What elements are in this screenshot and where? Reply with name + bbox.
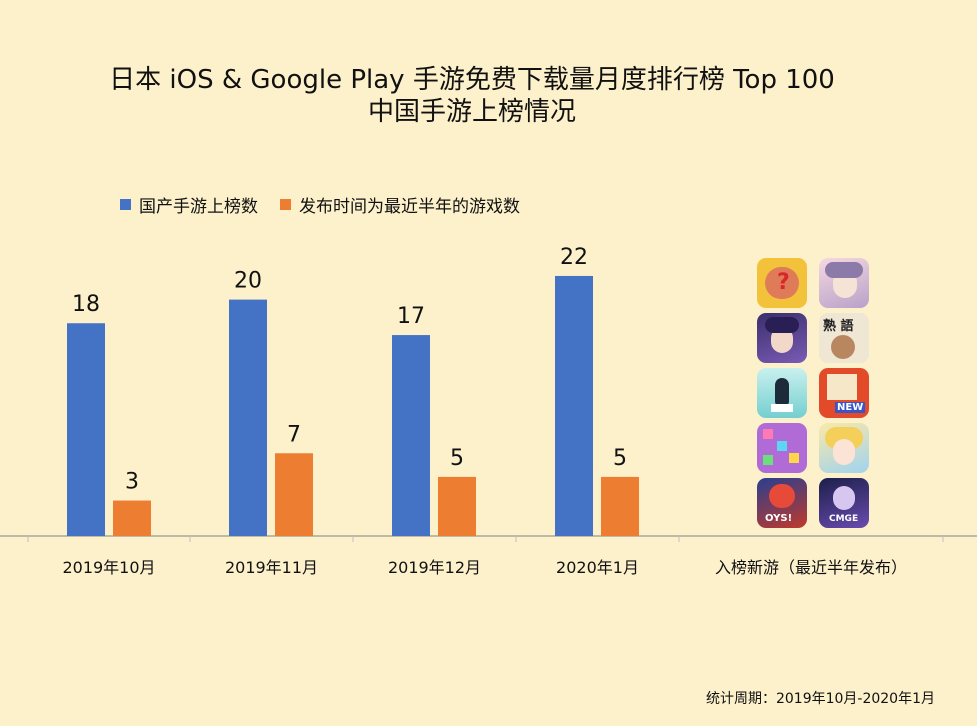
new-game-icons-grid: ? 熟 語 NEW OYS! CMGE xyxy=(757,258,871,528)
legend-label-series2: 发布时间为最近半年的游戏数 xyxy=(299,197,520,217)
legend-swatch-series2 xyxy=(280,199,291,210)
bar-series1 xyxy=(229,299,267,536)
cmge-game-icon: CMGE xyxy=(819,478,869,528)
oys-game-icon: OYS! xyxy=(757,478,807,528)
legend-label-series1: 国产手游上榜数 xyxy=(139,197,258,217)
legend-item-series1: 国产手游上榜数 xyxy=(120,192,258,217)
penguin-game-icon xyxy=(757,368,807,418)
icon-text: NEW xyxy=(835,402,866,413)
bar-series2 xyxy=(275,453,313,536)
number-puzzle-icon xyxy=(757,423,807,473)
chart-title-line2: 中国手游上榜情况 xyxy=(367,97,576,127)
idiom-puzzle-icon: 熟 語 xyxy=(819,313,869,363)
x-tick-label: 2020年1月 xyxy=(556,558,639,577)
data-label: 5 xyxy=(613,446,627,471)
icon-text: CMGE xyxy=(829,514,859,524)
x-tick-label: 2019年12月 xyxy=(388,558,481,577)
data-label: 22 xyxy=(560,245,588,270)
legend-item-series2: 发布时间为最近半年的游戏数 xyxy=(280,192,520,217)
blonde-girl-icon xyxy=(819,423,869,473)
data-label: 20 xyxy=(234,269,262,294)
chart-title: 日本 iOS & Google Play 手游免费下载量月度排行榜 Top 10… xyxy=(0,64,944,128)
footnote: 统计周期：2019年10月-2020年1月 xyxy=(705,691,935,707)
x-tick-label: 2019年10月 xyxy=(62,558,155,577)
anime-girl-icon xyxy=(819,258,869,308)
icon-text: 熟 語 xyxy=(823,319,854,334)
x-tick-label: 入榜新游（最近半年发布） xyxy=(715,558,907,577)
bar-series2 xyxy=(113,500,151,536)
brain-puzzle-icon: ? xyxy=(757,258,807,308)
anime-character-icon xyxy=(757,313,807,363)
bar-series1 xyxy=(67,323,105,536)
data-label: 7 xyxy=(287,422,301,447)
data-label: 5 xyxy=(450,446,464,471)
icon-text: OYS! xyxy=(765,513,793,524)
legend-swatch-series1 xyxy=(120,199,131,210)
data-label: 17 xyxy=(397,304,425,329)
bar-series1 xyxy=(392,335,430,536)
new-game-icon: NEW xyxy=(819,368,869,418)
chart-title-line1: 日本 iOS & Google Play 手游免费下载量月度排行榜 Top 10… xyxy=(109,65,835,95)
bar-series2 xyxy=(438,476,476,536)
x-tick-label: 2019年11月 xyxy=(225,558,318,577)
data-label: 18 xyxy=(72,292,100,317)
data-label: 3 xyxy=(125,470,139,495)
legend: 国产手游上榜数 发布时间为最近半年的游戏数 xyxy=(120,192,542,217)
bar-series1 xyxy=(555,275,593,536)
bar-series2 xyxy=(601,476,639,536)
icon-text: ? xyxy=(777,270,790,295)
